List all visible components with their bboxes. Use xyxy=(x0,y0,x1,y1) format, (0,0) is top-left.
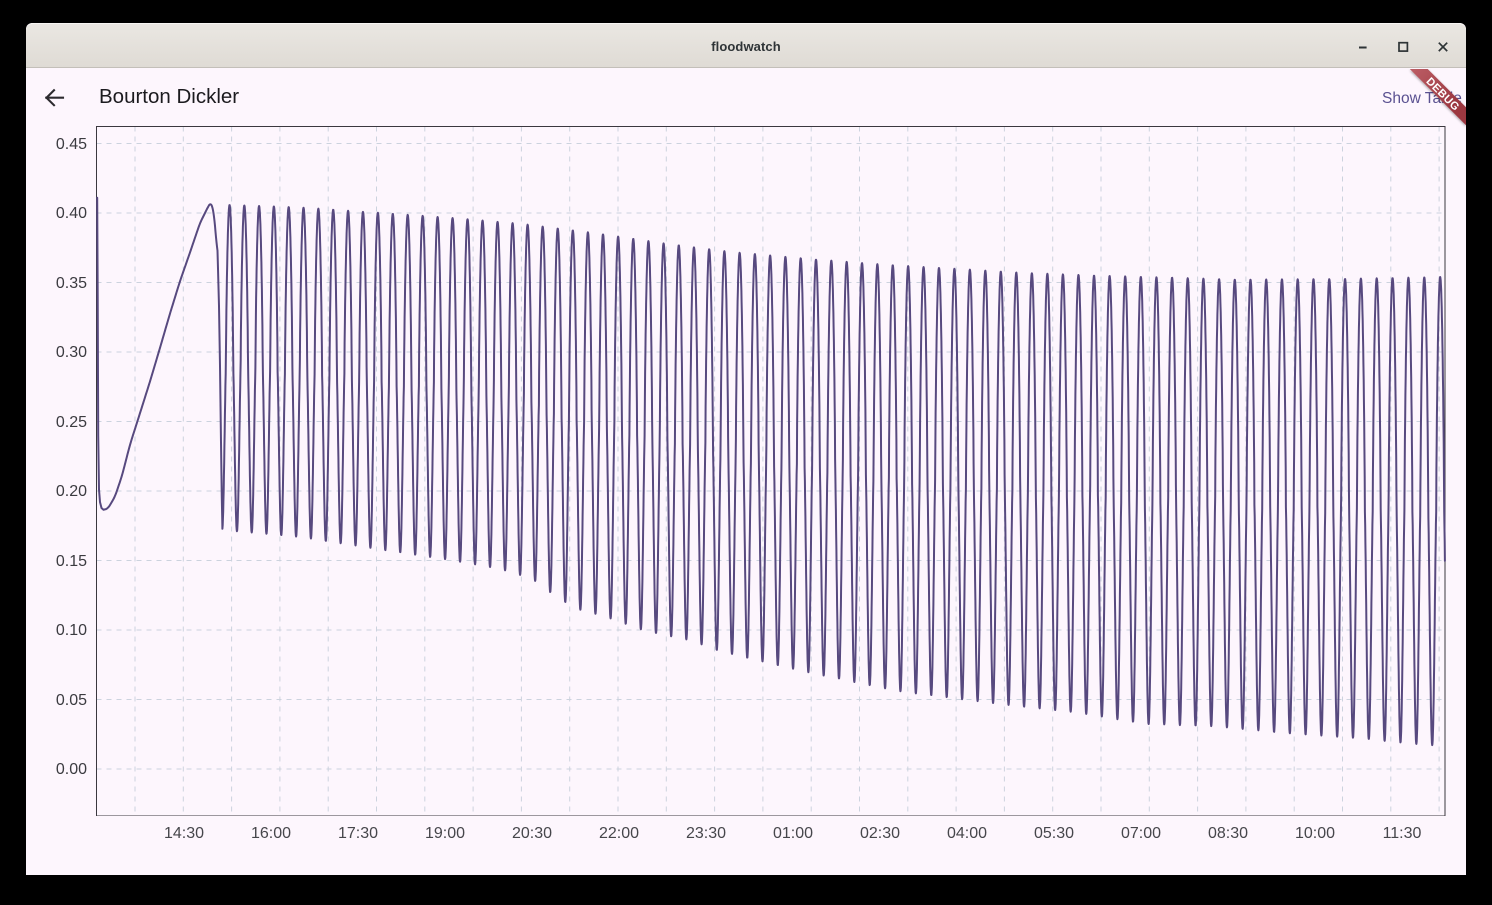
svg-text:DEBUG: DEBUG xyxy=(1424,76,1462,114)
